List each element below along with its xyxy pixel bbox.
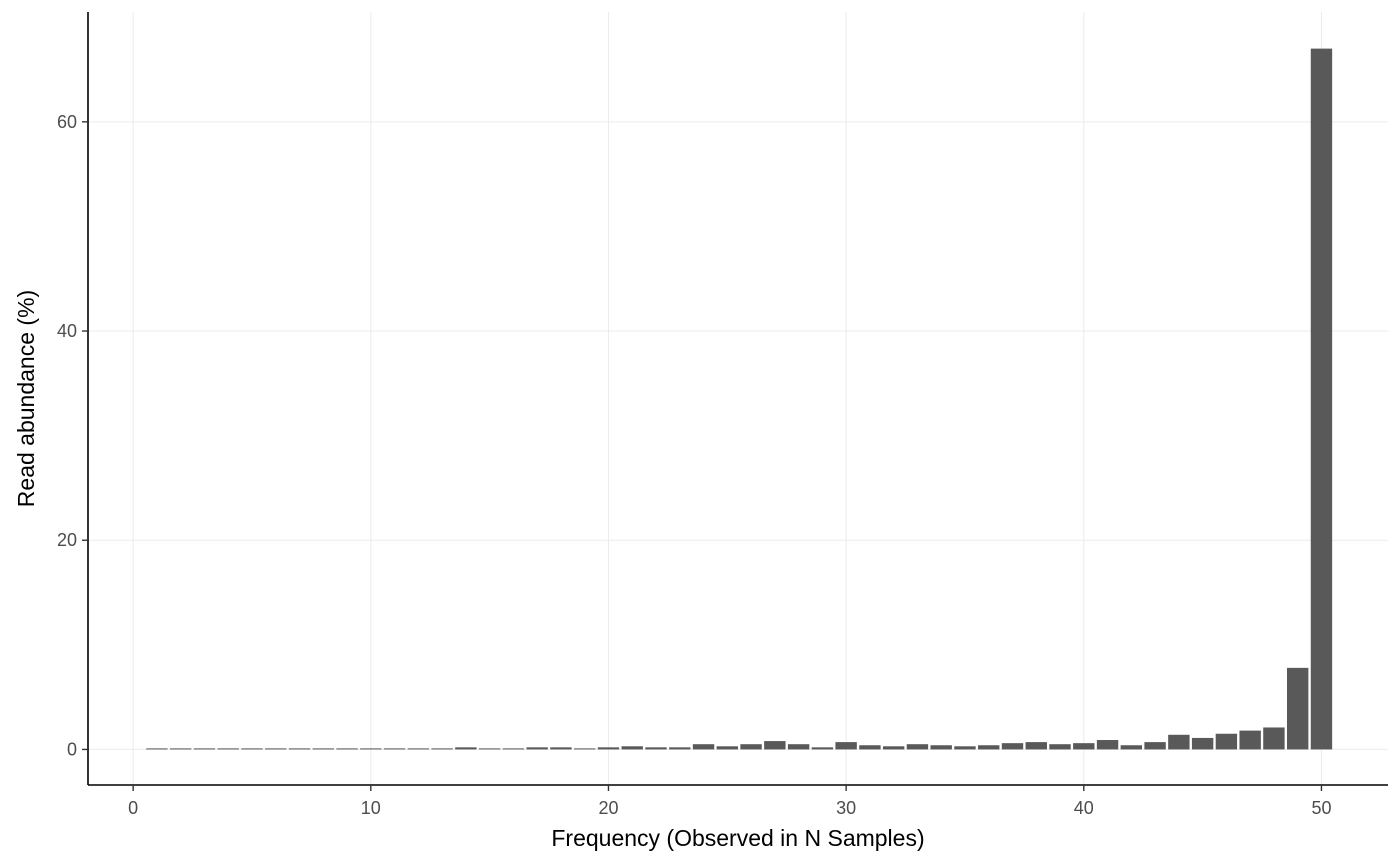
x-axis-title: Frequency (Observed in N Samples) <box>551 825 924 851</box>
bar <box>1073 743 1095 750</box>
bar <box>1049 744 1071 750</box>
bar <box>455 747 477 750</box>
bar <box>692 744 715 750</box>
ticks: 0 10 20 30 40 50 0 20 40 60 <box>57 112 1332 818</box>
x-tick-label: 10 <box>361 798 381 818</box>
y-axis-title: Read abundance (%) <box>13 290 39 507</box>
x-tick-label: 0 <box>128 798 138 818</box>
bar <box>716 746 738 750</box>
bar <box>312 748 334 750</box>
bar <box>1120 745 1143 750</box>
bar <box>502 748 525 750</box>
bars <box>146 48 1333 750</box>
bar <box>336 748 358 750</box>
bar <box>1239 730 1261 750</box>
bar <box>526 747 548 750</box>
bar <box>906 744 929 750</box>
bar <box>764 741 786 750</box>
bar <box>265 748 287 750</box>
bar <box>478 748 501 750</box>
x-tick-label: 50 <box>1311 798 1331 818</box>
x-tick-label: 40 <box>1074 798 1094 818</box>
grid <box>88 12 1388 785</box>
bar <box>882 746 905 750</box>
bar <box>193 748 216 750</box>
bar <box>859 745 881 750</box>
bar <box>954 746 976 750</box>
x-tick-label: 20 <box>598 798 618 818</box>
x-tick-label: 30 <box>836 798 856 818</box>
bar <box>1215 733 1238 750</box>
bar <box>241 748 263 750</box>
bar <box>835 742 857 750</box>
bar <box>1310 48 1333 750</box>
bar <box>669 747 691 750</box>
y-tick-label: 60 <box>57 112 77 132</box>
bar <box>1191 737 1214 750</box>
y-tick-label: 0 <box>67 739 77 759</box>
bar <box>787 744 810 750</box>
bar <box>169 748 192 750</box>
y-tick-label: 40 <box>57 321 77 341</box>
bar <box>431 748 453 750</box>
bar <box>288 748 311 750</box>
bar <box>811 747 834 750</box>
bar <box>930 745 952 750</box>
bar <box>1286 667 1309 750</box>
bar <box>1263 727 1285 750</box>
bar <box>550 747 572 750</box>
bar <box>407 748 430 750</box>
bar <box>978 745 1000 750</box>
bar <box>621 746 643 750</box>
bar <box>146 748 168 750</box>
bar <box>1168 734 1190 750</box>
y-tick-label: 20 <box>57 530 77 550</box>
bar <box>645 747 667 750</box>
bar <box>597 747 620 750</box>
bar <box>217 748 239 750</box>
bar <box>1025 742 1047 750</box>
bar <box>740 744 762 750</box>
bar <box>1144 742 1166 750</box>
bar <box>383 748 406 750</box>
bar <box>1001 743 1024 750</box>
bar <box>1096 740 1119 750</box>
bar <box>574 748 596 750</box>
axes <box>87 12 1388 786</box>
bar <box>360 748 382 750</box>
